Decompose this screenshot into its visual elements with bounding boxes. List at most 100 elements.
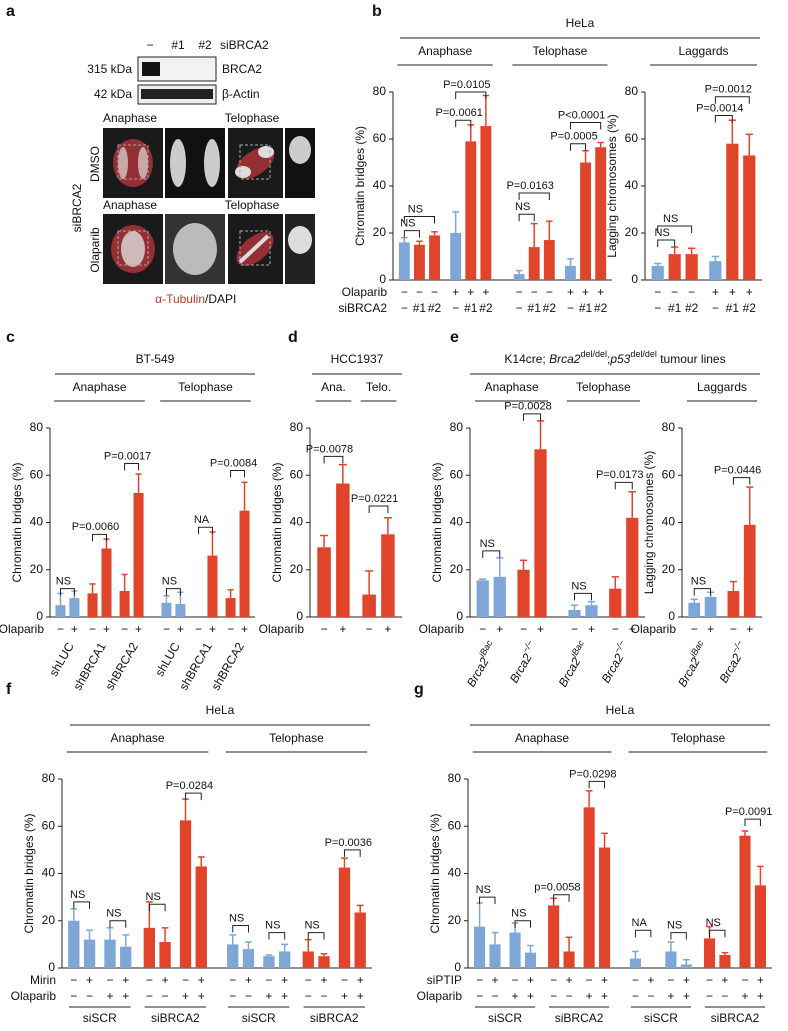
bar (685, 254, 698, 280)
significance-bracket (148, 903, 166, 912)
subgroup-name: Brca2 (599, 651, 627, 685)
row-sign: + (629, 622, 636, 636)
row-sign: − (70, 973, 77, 987)
row-sign: − (146, 973, 153, 987)
stain-label: /DAPI (205, 292, 236, 306)
blot-protein: BRCA2 (222, 62, 262, 76)
row-sign: + (209, 622, 216, 636)
y-tick-label: 80 (448, 771, 462, 785)
row-sign: #1 (726, 301, 740, 315)
bar (179, 820, 192, 968)
y-axis-label: Lagging chromosomes (%) (642, 451, 656, 594)
significance-bracket (569, 122, 602, 130)
bar (279, 951, 291, 968)
lane-label: #1 (171, 38, 185, 52)
significance-bracket (523, 413, 542, 421)
panel-letter: e (450, 329, 459, 346)
row-sign: + (198, 989, 205, 1003)
y-tick-label: 60 (42, 818, 56, 832)
row-sign: + (177, 622, 184, 636)
y-tick-label: 80 (450, 420, 464, 434)
significance-bracket (73, 901, 91, 909)
row-sign: + (122, 973, 129, 987)
significance-bracket (657, 225, 693, 233)
significance-label: NS (480, 538, 495, 550)
chart-title: HCC1937 (331, 352, 384, 366)
y-axis-label: Chromatin bridges (%) (22, 813, 36, 933)
significance-bracket (124, 462, 140, 471)
row-sign: + (496, 622, 503, 636)
bar (709, 261, 722, 280)
y-tick-label: 20 (625, 225, 639, 239)
significance-label: P=0.0061 (436, 107, 483, 119)
y-axis-label: Chromatin bridges (%) (10, 462, 24, 582)
significance-bracket (569, 143, 587, 151)
bar (680, 964, 692, 968)
bar (69, 598, 80, 617)
row-sign: − (571, 622, 578, 636)
row-sign: + (757, 973, 764, 987)
significance-label: P=0.0028 (504, 401, 551, 413)
y-tick-label: 60 (450, 467, 464, 481)
bar (754, 885, 766, 968)
bar (548, 905, 560, 968)
significance-bracket (403, 230, 420, 238)
group-label: Anaphase (485, 380, 539, 394)
blot-protein: β-Actin (222, 87, 260, 101)
bar (727, 591, 740, 617)
bar (465, 141, 477, 280)
row-sign: + (667, 989, 674, 1003)
bar (101, 548, 112, 617)
significance-bracket (518, 213, 535, 222)
y-tick-label: 60 (625, 131, 639, 145)
row-sign: − (647, 989, 654, 1003)
row-sign: − (586, 973, 593, 987)
bar (381, 534, 395, 617)
row-label: siPTIP (427, 973, 462, 987)
bar (104, 939, 116, 968)
row-sign: − (741, 973, 748, 987)
row-sign: − (632, 973, 639, 987)
subgroup-label: Brca2−/− (505, 639, 542, 686)
y-tick-label: 20 (290, 562, 304, 576)
bar (599, 847, 611, 968)
row-sign: + (741, 989, 748, 1003)
subgroup-label: Brca2iBac (462, 638, 501, 689)
y-tick-label: 60 (373, 131, 387, 145)
significance-label: NS (667, 919, 682, 931)
significance-label: P=0.0012 (705, 84, 752, 96)
column-label: Anaphase (103, 198, 157, 212)
row-sign: + (339, 622, 346, 636)
significance-label: P=0.0446 (714, 465, 761, 477)
row-sign: + (601, 989, 608, 1003)
significance-label: NS (304, 919, 319, 931)
subgroup-name: Brca2 (556, 655, 584, 689)
row-sign: + (357, 973, 364, 987)
significance-bracket (109, 920, 127, 928)
row-sign: − (721, 989, 728, 1003)
bar (568, 609, 581, 617)
significance-bracket (165, 588, 181, 596)
row-sign: + (582, 285, 589, 299)
y-tick-label: 20 (450, 562, 464, 576)
significance-bracket (479, 896, 496, 905)
row-sign: + (320, 973, 327, 987)
bar (87, 593, 98, 617)
bar (585, 605, 598, 617)
bar (565, 265, 576, 280)
bar (175, 604, 186, 617)
title-part: ; (607, 352, 610, 366)
row-sign: − (546, 285, 553, 299)
subgroup-label: siBRCA2 (711, 1011, 760, 1025)
row-sign: #2 (685, 301, 699, 315)
row-label: Mirin (30, 973, 56, 987)
bar (629, 958, 641, 968)
significance-label: P=0.0017 (104, 450, 151, 462)
row-sign: − (550, 973, 557, 987)
y-tick-label: 20 (373, 225, 387, 239)
row-sign: − (632, 989, 639, 1003)
row-sign: + (712, 285, 719, 299)
bar (159, 942, 171, 968)
row-sign: + (527, 973, 534, 987)
